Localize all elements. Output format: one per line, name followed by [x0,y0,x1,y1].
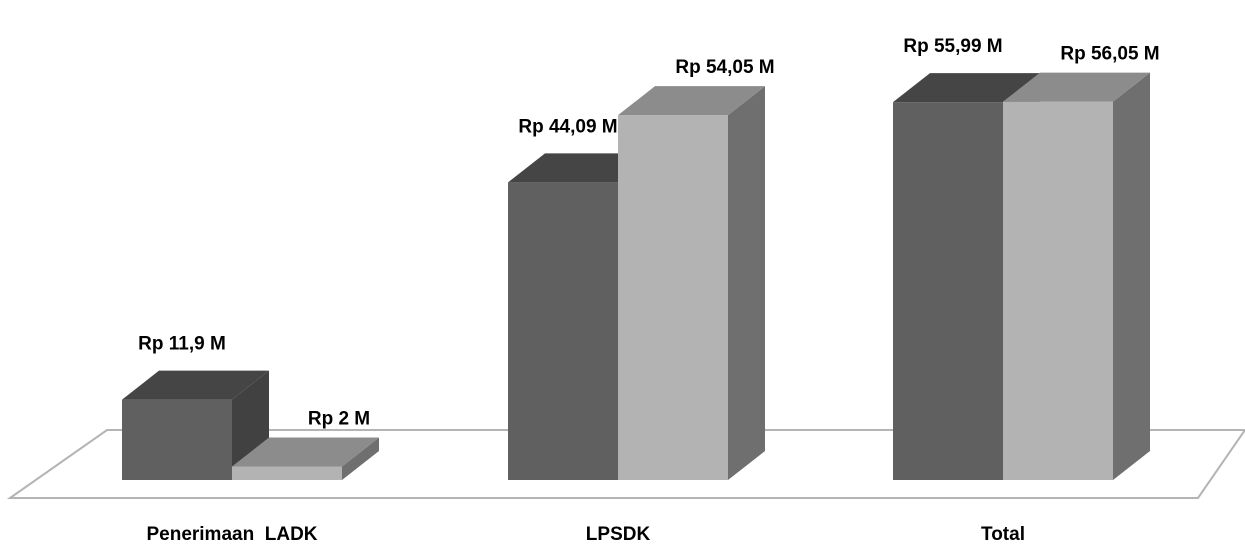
bar [232,437,379,480]
bar-front-face [893,102,1003,480]
bar [618,86,765,480]
bar-top-face [1003,72,1150,102]
bar-top-face [122,370,269,400]
category-label: Total [981,524,1025,545]
category-label: LPSDK [586,524,651,545]
bar-top-face [618,86,765,116]
bar-side-face [342,437,379,480]
bar [122,370,269,480]
data-label: Rp 55,99 M [903,36,1002,57]
category-label: Penerimaan LADK [146,524,317,545]
data-label: Rp 54,05 M [675,57,774,78]
data-labels-layer: Rp 11,9 M Rp 2 M Rp 44,09 M Rp 54,05 M Rp 55… [138,36,1159,429]
data-label: Rp 56,05 M [1060,44,1159,65]
bars-layer [122,72,1150,480]
bar-side-face [728,86,765,480]
bar-front-face [1003,101,1113,480]
bar-front-face [232,466,342,480]
data-label: Rp 11,9 M [138,334,226,355]
bar-top-face [232,437,379,467]
data-label: Rp 44,09 M [518,116,617,137]
bar [1003,72,1150,480]
category-labels-layer: Penerimaan LADK LPSDK Total [146,524,1025,545]
bar-top-face [893,73,1040,103]
bar-front-face [122,399,232,480]
bar-side-face [1113,72,1150,480]
data-label: Rp 2 M [308,409,370,430]
bar-front-face [508,182,618,480]
bar-front-face [618,115,728,480]
